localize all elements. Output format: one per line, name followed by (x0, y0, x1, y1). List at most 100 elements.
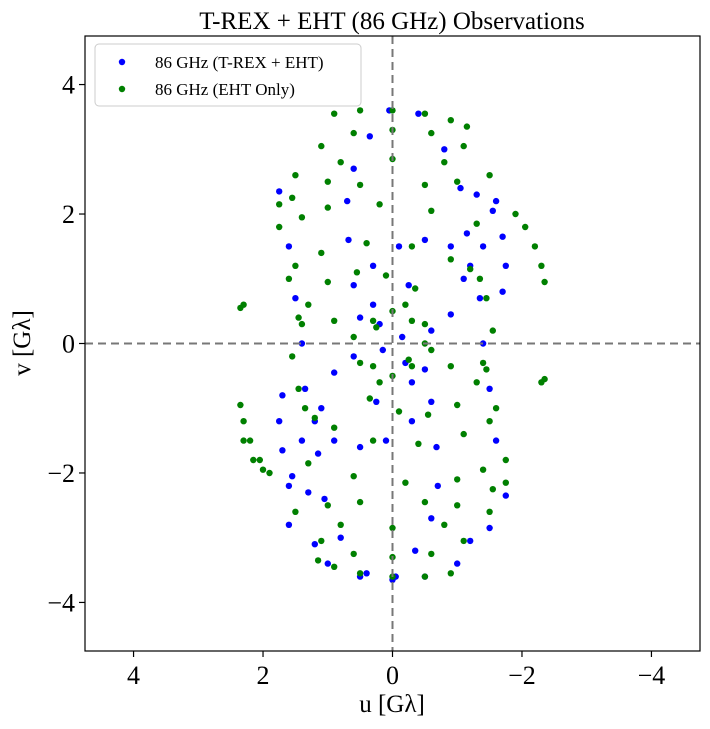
point-s1-114 (454, 502, 461, 509)
point-s1-9 (356, 570, 364, 577)
point-s1-67 (237, 401, 244, 409)
point-s0-20 (363, 570, 370, 577)
point-s1-26 (486, 172, 493, 179)
point-s1-32 (276, 223, 283, 231)
point-s0-48 (382, 437, 390, 444)
point-s1-78 (382, 272, 390, 279)
point-s1-54 (276, 201, 283, 208)
point-s0-50 (473, 191, 480, 198)
point-s1-83 (395, 408, 403, 415)
point-s1-74 (259, 466, 267, 473)
point-s1-66 (240, 418, 247, 425)
point-s1-27 (486, 508, 493, 515)
point-s1-81 (454, 401, 461, 409)
legend-marker-eht-only (118, 85, 126, 93)
point-s1-30 (337, 521, 344, 528)
point-s1-56 (502, 479, 509, 486)
point-s0-38 (479, 243, 487, 250)
point-s0-66 (311, 541, 318, 548)
point-s0-76 (373, 398, 380, 405)
point-s1-58 (512, 210, 519, 218)
point-s1-48 (492, 405, 500, 412)
x-axis-label: u [Gλ] (359, 691, 425, 718)
point-s0-55 (305, 489, 312, 496)
point-s1-89 (428, 346, 435, 354)
point-s0-11 (433, 443, 440, 451)
x-tick-label: 2 (257, 661, 270, 690)
y-tick-label: 0 (62, 330, 75, 359)
point-s1-0 (331, 110, 338, 117)
point-s1-86 (350, 333, 357, 341)
point-s0-59 (279, 392, 286, 399)
point-s0-2 (350, 165, 357, 172)
point-s1-55 (289, 194, 296, 201)
point-s1-73 (250, 456, 257, 464)
y-tick-label: 2 (62, 200, 75, 229)
point-s1-91 (356, 359, 364, 367)
point-s0-65 (285, 521, 293, 528)
point-s1-97 (295, 385, 302, 392)
point-s0-52 (499, 233, 506, 240)
y-axis-ticks: 4 2 0 −2 −4 (47, 71, 85, 617)
point-s1-36 (473, 220, 480, 227)
point-s1-121 (479, 466, 487, 473)
point-s1-52 (331, 424, 338, 431)
point-s1-87 (373, 324, 380, 331)
point-s1-63 (266, 469, 273, 477)
point-s0-27 (285, 243, 293, 250)
point-s0-14 (415, 110, 422, 117)
point-s0-12 (428, 398, 435, 405)
point-s1-1 (356, 107, 364, 114)
legend-frame (94, 43, 362, 107)
point-s0-6 (356, 314, 364, 321)
point-s1-93 (421, 320, 429, 328)
point-s1-84 (366, 395, 373, 402)
point-s0-26 (276, 188, 283, 195)
point-s1-117 (324, 502, 331, 509)
point-s1-22 (292, 172, 299, 179)
y-tick-label: −2 (47, 459, 75, 488)
point-s1-109 (369, 317, 377, 324)
point-s1-50 (415, 440, 422, 447)
point-s1-80 (473, 379, 480, 386)
point-s1-119 (292, 262, 299, 269)
point-s0-46 (331, 437, 338, 444)
point-s0-49 (408, 418, 416, 425)
point-s1-95 (298, 320, 306, 328)
point-s0-44 (369, 262, 377, 269)
point-s1-37 (502, 456, 509, 464)
point-s1-116 (356, 498, 364, 506)
point-s1-59 (522, 223, 529, 231)
point-s1-2 (389, 107, 396, 114)
point-s1-51 (369, 437, 377, 444)
point-s0-74 (399, 333, 406, 341)
point-s1-41 (305, 460, 312, 467)
point-s0-42 (421, 236, 429, 244)
point-s1-49 (460, 430, 467, 438)
point-s1-53 (301, 405, 309, 412)
point-s1-62 (541, 278, 548, 286)
point-s1-118 (298, 214, 306, 221)
point-s1-85 (331, 317, 338, 324)
x-tick-label: −4 (638, 661, 666, 690)
point-s0-29 (298, 340, 306, 347)
point-s1-33 (324, 204, 331, 211)
point-s0-39 (492, 197, 500, 205)
point-s1-71 (541, 375, 548, 383)
point-s1-7 (421, 573, 429, 580)
point-s1-77 (353, 269, 361, 276)
point-s0-16 (457, 184, 464, 192)
point-s0-54 (499, 288, 506, 295)
point-s1-94 (402, 301, 409, 308)
point-s1-46 (447, 256, 454, 263)
x-tick-label: 0 (386, 661, 399, 690)
point-s0-35 (486, 385, 493, 392)
point-s1-112 (421, 181, 429, 189)
point-s1-82 (424, 411, 432, 418)
point-s0-43 (395, 243, 403, 250)
point-s1-25 (441, 159, 448, 166)
legend-marker-trex-eht (118, 58, 126, 66)
point-s0-21 (337, 534, 344, 541)
point-s0-64 (454, 560, 461, 567)
point-s0-57 (279, 447, 286, 454)
